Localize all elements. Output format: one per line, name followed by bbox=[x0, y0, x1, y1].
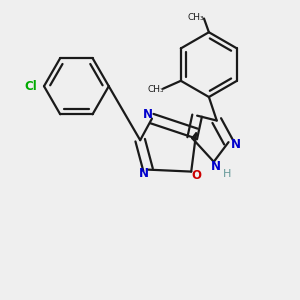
Text: N: N bbox=[231, 138, 242, 151]
Text: Cl: Cl bbox=[24, 80, 37, 93]
Text: O: O bbox=[191, 169, 201, 182]
Text: N: N bbox=[143, 108, 153, 121]
Text: N: N bbox=[139, 167, 149, 180]
Text: N: N bbox=[211, 160, 221, 173]
Text: H: H bbox=[223, 169, 232, 178]
Text: CH₃: CH₃ bbox=[188, 13, 204, 22]
Text: CH₃: CH₃ bbox=[147, 85, 164, 94]
